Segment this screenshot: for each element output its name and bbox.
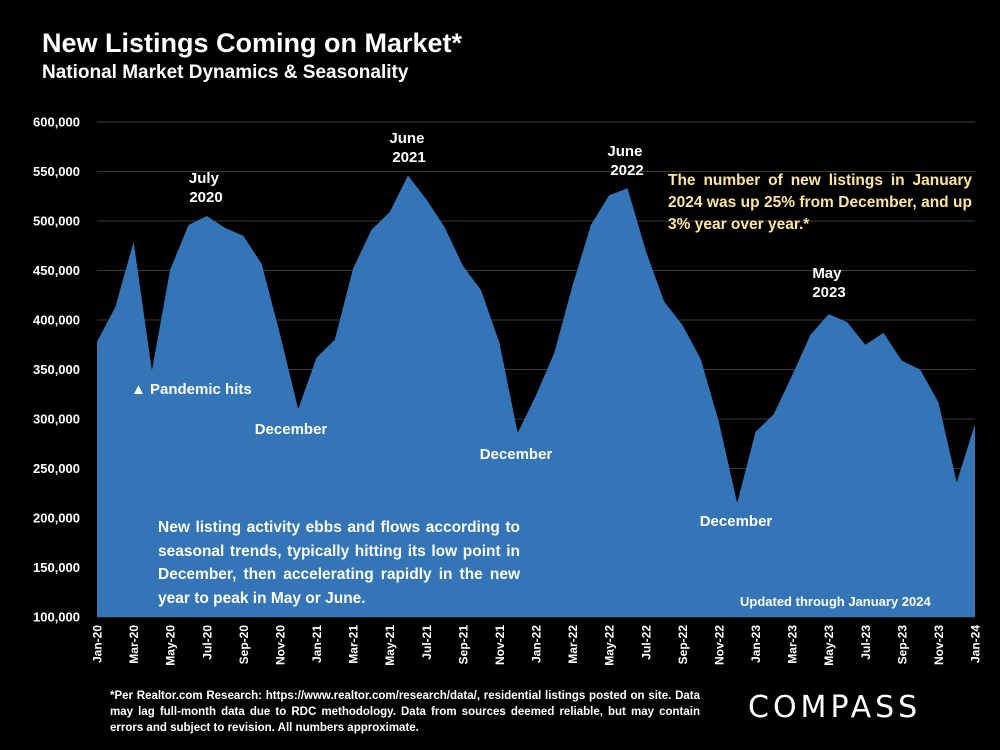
x-tick-label: Nov-21 xyxy=(493,625,507,665)
seasonality-note: New listing activity ebbs and flows acco… xyxy=(158,519,520,607)
yoy-callout: The number of new listings in January 20… xyxy=(668,172,972,233)
x-tick-label: Jul-21 xyxy=(420,625,434,660)
annotation-may-2023: May 2023 xyxy=(812,265,845,301)
x-tick-label: Jul-23 xyxy=(859,625,873,660)
x-tick-label: Nov-23 xyxy=(932,625,946,665)
x-tick-label: Nov-22 xyxy=(712,625,726,665)
x-tick-label: Sep-23 xyxy=(895,625,909,665)
annotations: July 2020 June 2021 June 2022 May 2023 D… xyxy=(131,130,846,530)
y-tick-label: 150,000 xyxy=(33,560,80,575)
x-tick-label: Nov-20 xyxy=(273,625,287,665)
updated-label: Updated through January 2024 xyxy=(740,594,931,609)
y-tick-label: 250,000 xyxy=(33,461,80,476)
y-tick-label: 500,000 xyxy=(33,214,80,229)
y-tick-label: 450,000 xyxy=(33,263,80,278)
x-tick-label: May-23 xyxy=(822,625,836,666)
annotation-december-2021: December xyxy=(480,446,553,463)
x-tick-label: Jul-20 xyxy=(200,625,214,660)
listings-area xyxy=(97,175,975,617)
chart-subtitle: National Market Dynamics & Seasonality xyxy=(42,62,409,83)
x-tick-label: Sep-20 xyxy=(237,625,251,665)
x-tick-label: Sep-22 xyxy=(676,625,690,665)
annotation-june-2022: June 2022 xyxy=(607,143,646,179)
x-tick-label: Sep-21 xyxy=(456,625,470,665)
chart-title: New Listings Coming on Market* xyxy=(42,28,463,58)
x-tick-label: Mar-22 xyxy=(566,625,580,664)
x-tick-label: Jan-20 xyxy=(91,625,105,663)
compass-logo: COMPASS xyxy=(748,690,922,725)
x-tick-label: Jan-21 xyxy=(310,625,324,663)
annotation-december-2022: December xyxy=(700,513,773,530)
annotation-december-2020: December xyxy=(255,421,328,438)
y-tick-label: 400,000 xyxy=(33,313,80,328)
x-tick-label: Jan-22 xyxy=(530,625,544,663)
x-tick-label: Jan-23 xyxy=(749,625,763,663)
x-axis-ticks: Jan-20 Mar-20 May-20 Jul-20 Sep-20 Nov-20 Jan-… xyxy=(91,625,983,666)
y-tick-label: 200,000 xyxy=(33,511,80,526)
y-axis-ticks: 100,000 150,000 200,000 250,000 300,000 350,0… xyxy=(33,115,80,625)
y-tick-label: 600,000 xyxy=(33,115,80,130)
x-tick-label: May-22 xyxy=(603,625,617,666)
y-tick-label: 550,000 xyxy=(33,164,80,179)
x-tick-label: May-20 xyxy=(164,625,178,666)
x-tick-label: Jul-22 xyxy=(639,625,653,660)
x-tick-label: May-21 xyxy=(383,625,397,666)
y-tick-label: 100,000 xyxy=(33,610,80,625)
annotation-july-2020: July 2020 xyxy=(189,170,223,206)
x-tick-label: Mar-20 xyxy=(127,625,141,664)
footnote: *Per Realtor.com Research: https://www.r… xyxy=(110,690,700,734)
y-tick-label: 350,000 xyxy=(33,362,80,377)
y-tick-label: 300,000 xyxy=(33,412,80,427)
x-tick-label: Mar-23 xyxy=(786,625,800,664)
x-tick-label: Jan-24 xyxy=(969,625,983,663)
annotation-june-2021: June 2021 xyxy=(389,130,428,166)
annotation-pandemic-hits: ▲ Pandemic hits xyxy=(131,381,252,398)
x-tick-label: Mar-21 xyxy=(347,625,361,664)
